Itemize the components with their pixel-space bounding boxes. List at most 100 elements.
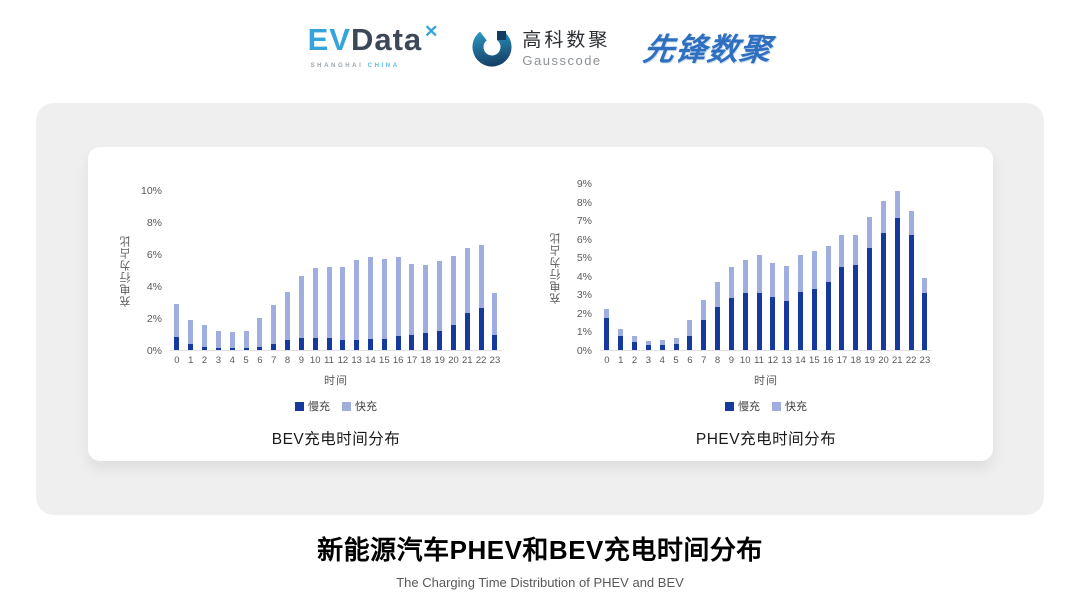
- phev-chart: 充电行为占比 0% 1% 2% 3% 4% 5% 6% 7% 8% 9% 0 1 2 3 4 5 6 7 8 9 10…: [546, 178, 934, 449]
- x-tick-label: 11: [754, 355, 764, 366]
- x-tick-label: 14: [795, 355, 806, 366]
- bar-column: [669, 337, 683, 350]
- gausscode-en-text: Gausscode: [522, 53, 602, 68]
- y-tick-label: 6%: [146, 249, 162, 261]
- y-axis: 充电行为占比 0% 1% 2% 3% 4% 5% 6% 7% 8% 9%: [546, 178, 600, 357]
- x-tick-label: 9: [728, 355, 735, 366]
- y-axis-title: 充电行为占比: [550, 231, 562, 304]
- bar-stack: [202, 325, 208, 350]
- y-tick-label: 10%: [140, 185, 162, 197]
- bar-segment-fast: [298, 276, 304, 338]
- x-tick-label: 23: [489, 355, 501, 366]
- x-axis-title: 时间: [324, 375, 348, 387]
- bar-column: [628, 336, 642, 350]
- bar-column: [281, 292, 295, 350]
- x-tick-label: 0: [604, 355, 610, 366]
- y-tick-label: 4%: [576, 270, 592, 283]
- bar-segment-fast: [492, 293, 498, 335]
- bar-segment-slow: [604, 317, 610, 350]
- bar-column: [322, 266, 336, 350]
- x-tick-label: 19: [864, 355, 875, 366]
- x-tick-label: 2: [201, 355, 208, 366]
- x-tick-label: 21: [462, 355, 473, 366]
- x-tick-label: 12: [337, 355, 349, 366]
- bar-segment-fast: [450, 255, 456, 326]
- bar-segment-fast: [880, 200, 886, 234]
- bar-stack: [839, 234, 845, 350]
- bar-stack: [798, 255, 803, 350]
- bar-column: [460, 248, 474, 350]
- logo-header: EVData ✕ SHANGHAI CHINA 高科数聚 Gau: [0, 22, 1080, 69]
- y-tick-label: 0%: [576, 345, 592, 357]
- bar-segment-slow: [784, 300, 790, 350]
- legend-label: 快充: [785, 401, 807, 413]
- x-tick-label: 15: [379, 355, 390, 366]
- bar-segment-fast: [894, 190, 900, 219]
- bar-segment-fast: [922, 277, 928, 293]
- legend-label: 慢充: [308, 401, 330, 413]
- bar-column: [225, 332, 239, 350]
- bar-segment-slow: [450, 325, 456, 350]
- bar-stack: [492, 293, 498, 350]
- x-tick-label: 4: [659, 355, 665, 366]
- x-tick-label: 7: [271, 355, 277, 366]
- bar-column: [835, 234, 849, 350]
- bar-segment-fast: [215, 330, 221, 348]
- legend-swatch-icon: [342, 401, 351, 411]
- bar-segment-slow: [825, 282, 831, 350]
- bar-stack: [825, 246, 831, 350]
- y-tick-label: 8%: [576, 196, 592, 209]
- plot-column: 0 1 2 3 4 5 6 7 8 9 10 11 12 13 14 15 16 17 18 19 20 21 22 23 时…: [170, 191, 502, 449]
- x-tick-label: 3: [215, 355, 222, 366]
- bar-segment-slow: [423, 333, 429, 350]
- x-tick-label: 22: [475, 355, 487, 366]
- x-tick-label: 13: [351, 355, 362, 366]
- main-title: 新能源汽车PHEV和BEV充电时间分布: [317, 535, 763, 565]
- bar-stack: [312, 267, 318, 350]
- bar-column: [377, 258, 391, 350]
- bar-segment-fast: [659, 339, 665, 346]
- bar-segment-fast: [395, 257, 401, 337]
- bar-segment-slow: [798, 291, 803, 350]
- bar-segment-fast: [673, 337, 679, 345]
- bar-stack: [632, 336, 638, 350]
- y-tick-label: 2%: [146, 313, 162, 325]
- bar-column: [184, 319, 198, 350]
- bar-segment-fast: [715, 282, 721, 308]
- bar-segment-slow: [687, 336, 693, 350]
- bar-stack: [326, 266, 332, 350]
- bar-stack: [673, 337, 679, 350]
- bar-column: [170, 303, 184, 350]
- bar-segment-slow: [673, 344, 679, 350]
- bar-segment-fast: [478, 245, 484, 308]
- bar-column: [474, 245, 488, 350]
- bar-column: [683, 320, 697, 350]
- bar-segment-slow: [381, 338, 387, 350]
- bar-segment-fast: [423, 265, 429, 334]
- x-tick-label: 19: [434, 355, 445, 366]
- bar-segment-fast: [867, 217, 873, 248]
- x-tick-label: 16: [392, 355, 404, 366]
- gausscode-cn-text: 高科数聚: [522, 30, 611, 51]
- bar-segment-slow: [202, 346, 208, 350]
- y-tick-label: 2%: [576, 307, 592, 320]
- bar-column: [821, 246, 835, 350]
- chart-title: PHEV充电时间分布: [695, 431, 837, 448]
- legend-item: 快充: [772, 398, 807, 414]
- y-tick-label: 3%: [576, 289, 592, 302]
- bar-column: [807, 250, 821, 350]
- y-tick-label: 0%: [146, 345, 162, 357]
- bar-column: [447, 255, 461, 350]
- bar-stack: [687, 320, 693, 350]
- bar-segment-fast: [354, 260, 360, 340]
- bar-segment-slow: [632, 341, 638, 350]
- bar-segment-slow: [701, 320, 707, 350]
- bar-stack: [229, 332, 235, 350]
- bar-segment-slow: [174, 337, 180, 350]
- x-tick-label: 5: [673, 355, 679, 366]
- bar-segment-slow: [645, 345, 651, 350]
- bar-segment-fast: [409, 263, 415, 335]
- evdata-wordmark: EVData ✕: [308, 22, 439, 61]
- bar-column: [877, 200, 891, 350]
